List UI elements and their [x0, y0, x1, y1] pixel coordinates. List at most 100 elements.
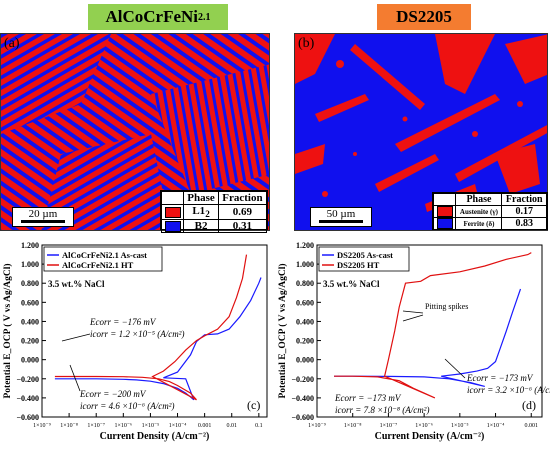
alloy-banner-left-sub: 2.1 [198, 11, 211, 23]
x-tick-label: 1×10⁻⁸ [344, 423, 362, 429]
phase-table-b-swatch-ferrite [432, 217, 457, 231]
series-line-2 [334, 252, 532, 399]
panel-label: (c) [247, 398, 260, 412]
phase-table-b-fraction-austenite: 0.17 [501, 204, 547, 219]
x-tick-label: 1×10⁻⁹ [308, 423, 326, 429]
scale-bar-b-line [319, 220, 363, 223]
phase-table-a-phase-b2: B2 [183, 219, 219, 234]
y-tick-label: −0.200 [16, 375, 39, 384]
legend-label-1: DS2205 As-cast [337, 250, 393, 260]
legend-box [43, 246, 163, 272]
phase-table-a-header-phase: Phase [183, 191, 219, 205]
legend-label-2: DS2205 HT [337, 260, 380, 270]
y-tick-label: 0.400 [296, 317, 314, 326]
scale-bar-b: 50 µm [310, 207, 372, 227]
annotation-2: Pitting spikes [425, 302, 468, 311]
phase-l12-sub: 2 [205, 209, 210, 220]
annotation-5: icorr = 4.6 ×10⁻⁶ (A/cm²) [80, 401, 174, 411]
panel-label: (d) [522, 398, 536, 412]
panel-label-b: (b) [298, 36, 315, 51]
x-tick-label: 1×10⁻⁴ [487, 423, 505, 429]
polarization-chart-c: −0.600 −0.400 −0.200 0.000 0.200 0.400 0.600 0.… [2, 241, 268, 442]
annotation-arrow-1 [402, 310, 424, 314]
plot-frame [41, 244, 268, 418]
x-tick-label: 1×10⁻⁶ [114, 423, 132, 429]
x-tick-label: 1×10⁻⁵ [142, 423, 160, 429]
phase-table-b-header-fraction: Fraction [501, 193, 547, 206]
y-tick-label: −0.200 [291, 375, 314, 384]
x-tick-label: 0.001 [198, 423, 212, 429]
y-tick-label: 0.600 [21, 298, 39, 307]
phase-table-b-swatch-austenite [432, 204, 457, 219]
phase-table-a-header-fraction: Fraction [217, 191, 268, 205]
x-tick-label: 1×10⁻⁷ [380, 423, 398, 429]
phase-table-a: Phase Fraction L12 0.69 B2 0.31 [160, 190, 268, 234]
annotation-2: Ecorr = −176 mV [89, 317, 157, 327]
x-axis-label: Current Density (A/cm⁻²) [100, 431, 210, 442]
annotation-3: icorr = 1.2 ×10⁻⁵ (A/cm²) [90, 329, 184, 339]
y-tick-label: −0.600 [16, 413, 39, 422]
x-tick-label: 1×10⁻⁷ [87, 423, 105, 429]
annotation-arrow-2 [402, 314, 424, 322]
alloy-banner-right-text: DS2205 [396, 7, 452, 26]
annotation-arrow-2 [69, 364, 81, 392]
phase-table-b: Phase Fraction Austenite (γ) 0.17 Ferrit… [432, 192, 548, 231]
series-line-2 [54, 254, 248, 401]
annotation-5: Ecorr = −173 mV [334, 393, 402, 403]
y-axis-label: Potential E_OCP ( V vs Ag/AgCl) [2, 263, 13, 398]
y-tick-label: 0.600 [296, 298, 314, 307]
y-tick-label: 0.800 [296, 279, 314, 288]
scale-bar-b-text: 50 µm [326, 208, 356, 220]
legend-label-1: AlCoCrFeNi2.1 As-cast [62, 250, 147, 260]
alloy-banner-right: DS2205 [377, 4, 471, 30]
plot-frame [316, 244, 543, 418]
polarization-chart-d: −0.600 −0.400 −0.200 0.000 0.200 0.400 0.600 0.… [277, 241, 550, 442]
y-tick-label: 1.200 [21, 241, 39, 250]
y-tick-label: 0.200 [296, 337, 314, 346]
annotation-arrow-1 [61, 333, 91, 342]
alloy-banner-left-text: AlCoCrFeNi [105, 7, 199, 26]
annotation-1: 3.5 wt.% NaCl [323, 279, 380, 289]
phase-table-a-fraction-l12: 0.69 [217, 203, 268, 221]
y-axis-label: Potential E_OCP ( V vs Ag/AgCl) [277, 263, 288, 398]
phase-table-a-swatch-header [160, 191, 185, 205]
y-tick-label: −0.600 [291, 413, 314, 422]
y-tick-label: 0.000 [21, 356, 39, 365]
annotation-4: Ecorr = −200 mV [79, 389, 147, 399]
annotation-3: Ecorr = −173 mV [466, 373, 534, 383]
legend-box [318, 246, 410, 272]
panel-label-a: (a) [4, 36, 20, 51]
scale-bar-a-line [21, 220, 65, 223]
series-line-1 [334, 288, 522, 387]
phase-table-b-phase-ferrite: Ferrite (δ) [455, 217, 503, 231]
annotation-arrow-3 [444, 358, 466, 379]
phase-l12-name: L1 [192, 205, 206, 217]
annotation-4: icorr = 3.2 ×10⁻⁶ (A/cm²) [467, 385, 550, 395]
phase-table-b-phase-austenite: Austenite (γ) [455, 204, 503, 219]
x-tick-label: 0.01 [226, 423, 237, 429]
scale-bar-a-text: 20 µm [28, 208, 58, 220]
annotation-6: icorr = 7.8 ×10⁻⁸ (A/cm²) [335, 405, 429, 415]
x-tick-label: 0.001 [525, 423, 539, 429]
alloy-banner-left: AlCoCrFeNi 2.1 [88, 4, 228, 30]
y-tick-label: 0.000 [296, 356, 314, 365]
scale-bar-a: 20 µm [12, 207, 74, 227]
y-tick-label: −0.400 [291, 394, 314, 403]
annotation-1: 3.5 wt.% NaCl [48, 279, 105, 289]
x-tick-label: 1×10⁻⁸ [60, 423, 78, 429]
x-tick-label: 0.1 [255, 423, 263, 429]
y-tick-label: 1.200 [296, 241, 314, 250]
phase-table-a-fraction-b2: 0.31 [217, 219, 268, 234]
y-tick-label: 1.000 [296, 260, 314, 269]
phase-table-a-swatch-b2 [160, 219, 185, 234]
phase-table-a-swatch-l12 [160, 203, 185, 221]
series-line-1 [54, 277, 262, 401]
phase-table-b-header-phase: Phase [455, 193, 503, 206]
x-tick-label: 1×10⁻⁵ [451, 423, 469, 429]
y-tick-label: 0.200 [21, 337, 39, 346]
phase-table-b-swatch-header [432, 193, 457, 206]
y-tick-label: 0.800 [21, 279, 39, 288]
x-tick-label: 1×10⁻⁴ [169, 423, 187, 429]
y-tick-label: −0.400 [16, 394, 39, 403]
x-axis-label: Current Density (A/cm⁻²) [375, 431, 485, 442]
